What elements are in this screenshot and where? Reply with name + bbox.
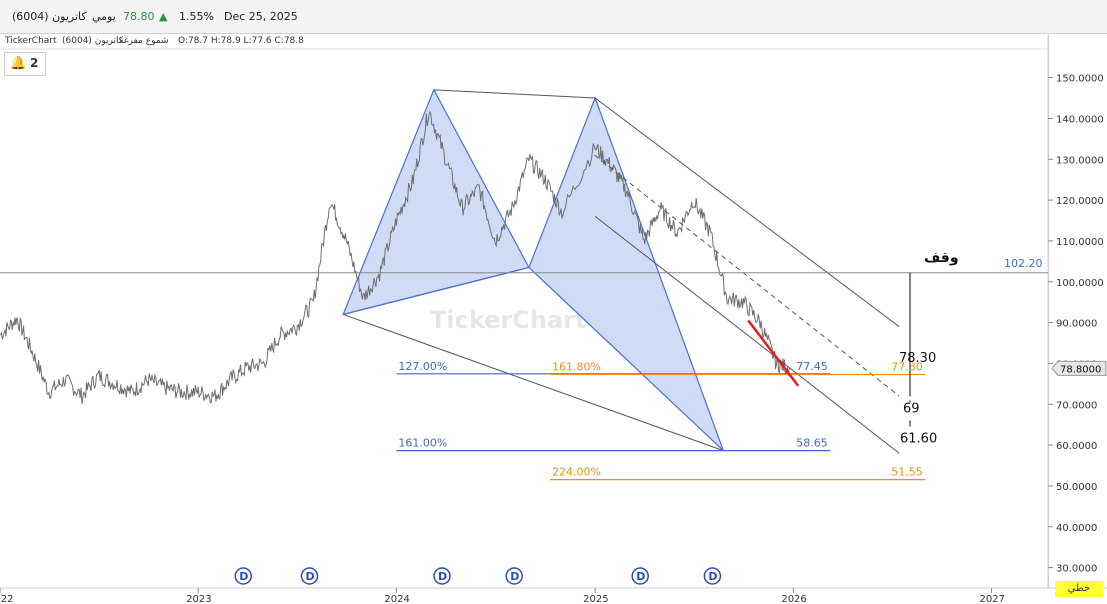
channel-middle-dashed <box>594 154 900 397</box>
y-tick-label: 40.0000 <box>1056 523 1097 534</box>
subheader-symbol: (6004) كاتريون <box>62 36 124 46</box>
level-label-left: 161.00% <box>398 437 447 450</box>
level-label-right: 58.65 <box>796 437 828 450</box>
pattern-triangle-xab <box>342 88 530 316</box>
channel-lower <box>594 216 900 454</box>
x-tick-label: 2024 <box>384 594 409 604</box>
level-label-left: 224.00% <box>552 466 601 479</box>
last-price-box <box>1051 360 1107 376</box>
y-tick-label: 130.0000 <box>1056 155 1104 166</box>
pattern-leg-xb <box>343 266 530 315</box>
dividend-marker-label: D <box>708 570 717 583</box>
header-last: 78.80 <box>123 10 155 23</box>
channel-upper <box>594 97 900 328</box>
subheader-ohlc: O:78.7 H:78.9 L:77.6 C:78.8 <box>178 36 304 46</box>
dividend-marker-label: D <box>239 570 248 583</box>
up-arrow-icon: ▲ <box>159 10 168 23</box>
header-symbol[interactable]: (6004) كاتريون <box>12 10 87 23</box>
bell-icon: 🔔 <box>10 56 27 71</box>
alert-button[interactable]: 🔔 2 <box>4 52 46 76</box>
x-tick-label: 2022 <box>0 594 13 604</box>
dividend-marker-label: D <box>438 570 447 583</box>
dividend-marker[interactable] <box>433 567 451 585</box>
y-tick-label: 150.0000 <box>1056 74 1104 85</box>
header-date: Dec 25, 2025 <box>224 10 298 23</box>
dividend-marker[interactable] <box>234 567 253 585</box>
subheader-brand: TickerChart <box>5 36 57 46</box>
y-tick-label: 120.0000 <box>1056 196 1104 207</box>
chart-subheader: TickerChart (6004) كاتريون شموع مفرغة O:… <box>0 35 1050 49</box>
y-tick-label: 100.0000 <box>1056 278 1104 289</box>
level-label-left: 161.80% <box>552 360 601 373</box>
watermark: TickerChart <box>430 306 586 334</box>
pattern-triangle-bcd <box>528 96 724 452</box>
level-label-left: 127.00% <box>398 360 447 373</box>
y-tick-label: 110.0000 <box>1056 237 1104 248</box>
header-change: 1.55% <box>179 10 214 23</box>
dividend-marker-label: D <box>510 570 519 583</box>
level-label-right: 51.55 <box>891 466 923 479</box>
y-tick-label: 30.0000 <box>1056 564 1097 575</box>
target-annotation: 61.60 <box>900 432 937 447</box>
level-label-right: 77.30 <box>891 360 923 373</box>
x-tick-label: 2027 <box>980 594 1005 604</box>
stop-line-text: وقف <box>924 250 959 266</box>
x-tick-label: 2026 <box>781 594 806 604</box>
dividend-marker[interactable] <box>300 567 319 585</box>
subheader-chart-type: شموع مفرغة <box>119 36 169 46</box>
y-tick-label: 90.0000 <box>1056 319 1097 330</box>
red-trend-segment <box>747 319 800 387</box>
dividend-marker[interactable] <box>703 567 722 585</box>
dividend-marker-label: D <box>636 570 645 583</box>
stop-line-value: 102.20 <box>1004 257 1043 270</box>
dividend-marker[interactable] <box>631 567 649 585</box>
y-tick-label: 50.0000 <box>1056 482 1097 493</box>
price-series <box>0 110 790 405</box>
y-tick-label: 60.0000 <box>1056 441 1097 452</box>
x-tick-label: 2025 <box>583 594 608 604</box>
chart-header: (6004) كاتريون يومي 78.80 ▲ 1.55% Dec 25… <box>0 0 1107 34</box>
target-annotation: 69 <box>903 401 920 416</box>
y-tick-label: 70.0000 <box>1056 400 1097 411</box>
y-tick-label: 140.0000 <box>1056 114 1104 125</box>
x-tick-label: 2023 <box>186 594 211 604</box>
dividend-marker[interactable] <box>505 567 523 585</box>
last-price-label: 78.8000 <box>1060 364 1101 375</box>
level-label-right: 77.45 <box>796 360 828 373</box>
dividend-marker-label: D <box>306 570 315 583</box>
trendline-top <box>433 89 596 99</box>
target-annotation: 78.30 <box>899 351 936 366</box>
alert-count: 2 <box>30 56 39 70</box>
scale-mode-tag[interactable]: خطي <box>1055 581 1103 597</box>
trendline-x-d <box>343 313 724 452</box>
header-period[interactable]: يومي <box>92 10 116 23</box>
